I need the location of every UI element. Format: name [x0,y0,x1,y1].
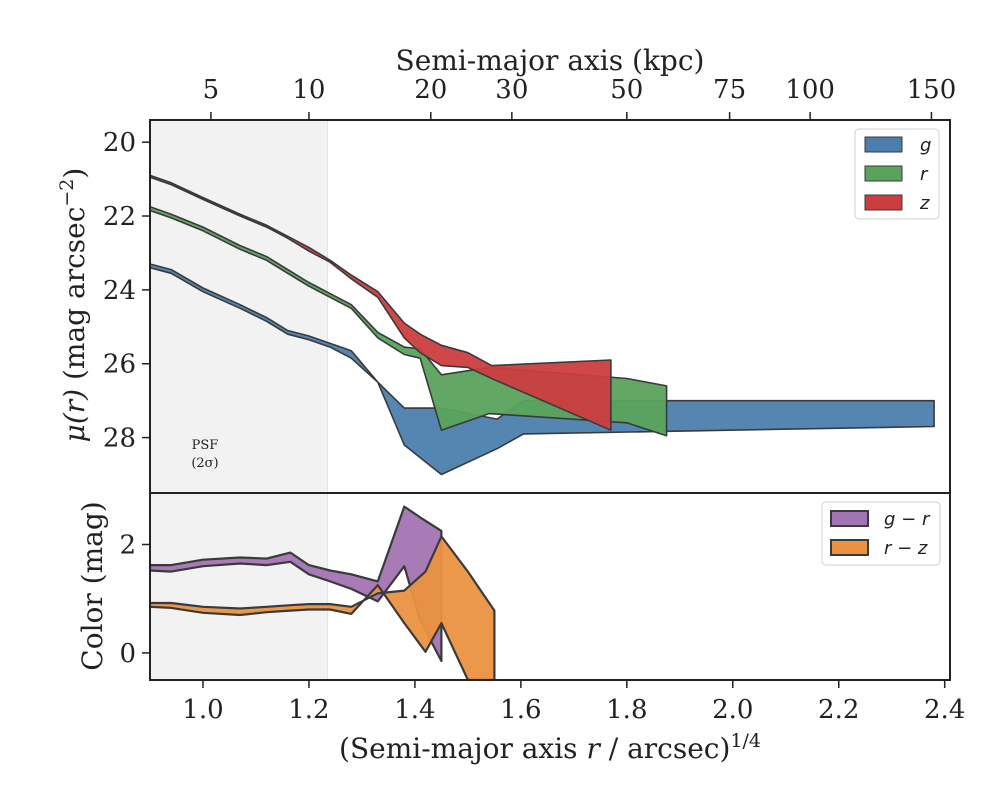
legend-label-g-r: g − r [884,509,931,530]
top-kpc-tick-label: 150 [907,75,957,105]
color-panel: 0 2 g − r r − z [119,492,951,681]
legend-label-r: r [920,164,929,185]
band-g-r [150,505,443,663]
x-tick-label: 1.0 [182,695,223,725]
band-z [149,174,612,432]
top-y-tick-label: 26 [103,350,136,380]
bottom-y-tick-label: 2 [119,530,136,560]
legend-swatch-r [864,165,903,182]
top-kpc-tick-label: 20 [414,75,447,105]
top-kpc-axis: 5 10 20 30 50 75 100 150 [203,75,957,120]
top-kpc-tick-label: 5 [203,75,220,105]
bottom-y-axis-title: Color (mag) [76,501,109,670]
top-kpc-tick-label: 30 [495,75,528,105]
top-y-tick-label: 20 [103,128,136,158]
x-tick-label: 2.2 [818,695,859,725]
top-kpc-tick-label: 10 [292,75,325,105]
top-y-tick-label: 24 [103,276,136,306]
legend-swatch-g-r [830,510,869,527]
band-r-z [150,535,496,680]
x-tick-label: 1.6 [500,695,541,725]
legend-label-g: g [920,135,931,156]
top-axis-title: Semi-major axis (kpc) [396,44,705,77]
psf-shaded-region [150,120,328,680]
top-kpc-tick-label: 100 [785,75,835,105]
x-tick-label: 1.8 [606,695,647,725]
x-tick-label: 2.0 [712,695,753,725]
top-kpc-tick-label: 50 [610,75,643,105]
legend-swatch-g [864,136,903,153]
psf-label-line: PSF [192,438,219,453]
top-y-tick-label: 22 [103,202,136,232]
legend-label-z: z [919,193,930,214]
band-g [149,263,935,476]
x-tick-label: 1.4 [394,695,435,725]
legend-swatch-r-z [830,539,869,556]
top-y-axis-title: μ(r) (mag arcsec−2) [56,168,91,443]
x-axis-title: (Semi-major axis r / arcsec)1/4 [339,730,761,765]
bottom-panel-frame [149,492,951,681]
x-tick-label: 2.4 [924,695,965,725]
top-kpc-tick-label: 75 [713,75,746,105]
bottom-x-axis: 1.0 1.2 1.4 1.6 1.8 2.0 2.2 2.4 [182,680,965,725]
legend-swatch-z [864,194,903,211]
psf-label-line: (2σ) [191,456,218,471]
bottom-legend: g − r r − z [821,501,941,566]
top-legend: grz [854,128,940,220]
legend-label-r-z: r − z [884,538,928,559]
x-tick-label: 1.2 [288,695,329,725]
top-y-tick-label: 28 [103,424,136,454]
bottom-y-tick-label: 0 [119,639,136,669]
